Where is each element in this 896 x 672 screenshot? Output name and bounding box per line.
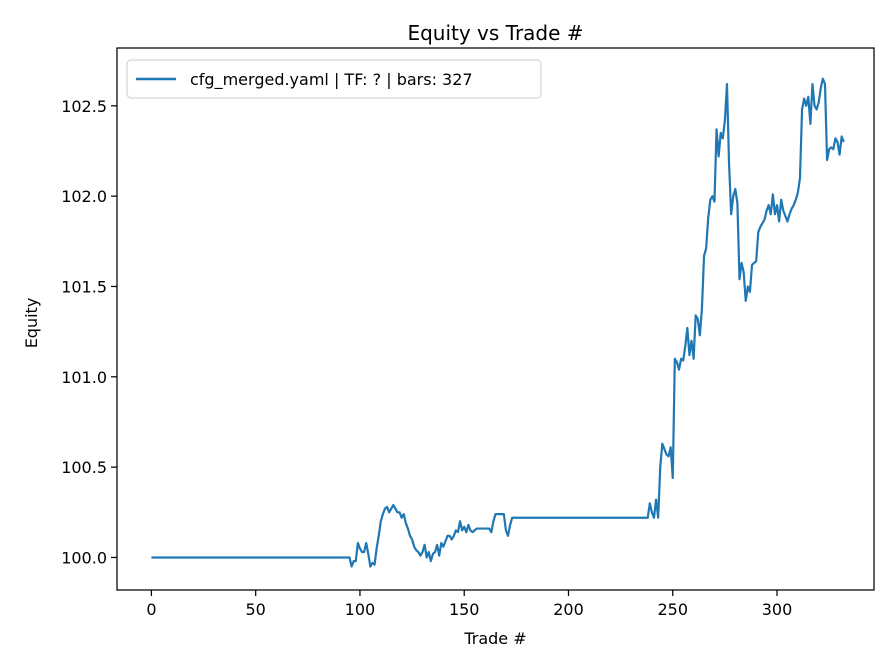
y-axis-label: Equity [22, 298, 41, 349]
y-tick-label: 100.5 [61, 458, 107, 477]
legend-box [126, 59, 542, 99]
x-tick-label: 0 [146, 600, 156, 619]
y-tick-label: 100.0 [61, 548, 107, 567]
series-group [151, 77, 845, 568]
chart-title: Equity vs Trade # [407, 21, 583, 45]
legend: cfg_merged.yaml | TF: ? | bars: 327 [126, 59, 542, 99]
axis-ticks-group: 0 50 100 150 200 250 300 100.0 100.5 101.0 101.5 10… [61, 97, 792, 619]
legend-entry-label: cfg_merged.yaml | TF: ? | bars: 327 [190, 70, 473, 90]
y-tick-label: 102.5 [61, 97, 107, 116]
y-tick-label: 102.0 [61, 187, 107, 206]
y-tick-label: 101.0 [61, 368, 107, 387]
y-tick-label: 101.5 [61, 277, 107, 296]
plot-area-frame [116, 47, 875, 591]
x-tick-label: 200 [553, 600, 584, 619]
x-tick-label: 150 [449, 600, 480, 619]
x-axis-label: Trade # [463, 629, 526, 648]
series-line [151, 77, 845, 568]
x-tick-label: 300 [762, 600, 793, 619]
x-tick-label: 100 [345, 600, 376, 619]
x-tick-label: 50 [245, 600, 265, 619]
x-tick-label: 250 [657, 600, 688, 619]
